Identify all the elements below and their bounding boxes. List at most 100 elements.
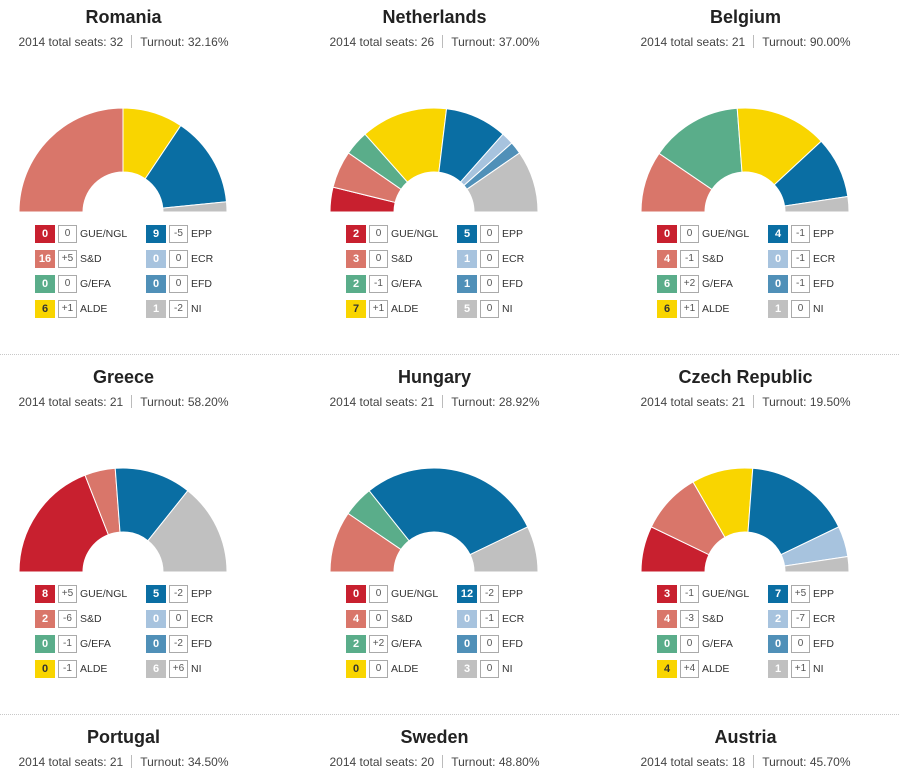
party-name: GUE/NGL bbox=[80, 588, 128, 600]
country-meta: 2014 total seats: 21 Turnout: 28.92% bbox=[311, 395, 558, 409]
seats-value: 7 bbox=[346, 300, 366, 318]
country-title: Netherlands bbox=[382, 7, 487, 27]
seats-value: 5 bbox=[146, 585, 166, 603]
party-name: GUE/NGL bbox=[391, 588, 439, 600]
seat-change-value: -1 bbox=[791, 225, 810, 243]
seat-change-value: +2 bbox=[369, 635, 388, 653]
seat-change-value: 0 bbox=[480, 225, 499, 243]
country-meta: 2014 total seats: 21 Turnout: 19.50% bbox=[622, 395, 869, 409]
country-meta: 2014 total seats: 18 Turnout: 45.70% bbox=[622, 755, 869, 769]
slice-ni[interactable] bbox=[469, 526, 539, 573]
slice-ni[interactable] bbox=[162, 201, 228, 213]
seat-change-value: -1 bbox=[791, 275, 810, 293]
seat-change-value: 0 bbox=[58, 225, 77, 243]
seats-value: 4 bbox=[768, 225, 788, 243]
slice-ni[interactable] bbox=[466, 152, 539, 213]
country-title: Sweden bbox=[400, 727, 469, 747]
country-meta: 2014 total seats: 32 Turnout: 32.16% bbox=[0, 35, 247, 49]
slice-s-d[interactable] bbox=[18, 107, 124, 213]
seats-value: 1 bbox=[146, 300, 166, 318]
seats-value: 0 bbox=[35, 635, 55, 653]
total-seats: 2014 total seats: 21 bbox=[18, 755, 124, 769]
party-name: ALDE bbox=[80, 303, 108, 315]
turnout: Turnout: 32.16% bbox=[140, 35, 229, 49]
seats-value: 0 bbox=[146, 250, 166, 268]
party-name: EFD bbox=[502, 638, 523, 650]
seats-value: 4 bbox=[657, 250, 677, 268]
seats-value: 1 bbox=[457, 275, 477, 293]
seat-change-value: +4 bbox=[680, 660, 699, 678]
meta-separator bbox=[442, 755, 444, 768]
party-name: GUE/NGL bbox=[702, 228, 750, 240]
slice-epp[interactable] bbox=[368, 467, 529, 556]
slice-ni[interactable] bbox=[783, 195, 850, 213]
party-name: EPP bbox=[813, 228, 835, 240]
seats-value: 0 bbox=[657, 225, 677, 243]
seat-change-value: 0 bbox=[791, 635, 810, 653]
party-name: EPP bbox=[502, 588, 524, 600]
seats-value: 6 bbox=[35, 300, 55, 318]
total-seats: 2014 total seats: 32 bbox=[18, 35, 124, 49]
seats-value: 3 bbox=[457, 660, 477, 678]
seat-change-value: 0 bbox=[480, 275, 499, 293]
country-title: Belgium bbox=[709, 7, 781, 27]
seat-change-value: -7 bbox=[791, 610, 810, 628]
party-name: EFD bbox=[813, 638, 834, 650]
total-seats: 2014 total seats: 18 bbox=[640, 755, 746, 769]
seat-change-value: 0 bbox=[480, 660, 499, 678]
party-name: NI bbox=[502, 663, 513, 675]
seat-change-value: -2 bbox=[480, 585, 499, 603]
seats-value: 0 bbox=[346, 585, 366, 603]
seats-value: 2 bbox=[346, 635, 366, 653]
seat-change-value: 0 bbox=[58, 275, 77, 293]
turnout: Turnout: 37.00% bbox=[451, 35, 540, 49]
row-divider bbox=[0, 354, 899, 355]
slice-gue-ngl[interactable] bbox=[18, 474, 110, 573]
slice-ni[interactable] bbox=[147, 489, 228, 573]
seat-change-value: +1 bbox=[680, 300, 699, 318]
country-romania: Romania 2014 total seats: 32 Turnout: 32.1… bbox=[0, 0, 300, 350]
seat-change-value: +2 bbox=[680, 275, 699, 293]
country-hungary: Hungary 2014 total seats: 21 Turnout: 28.9… bbox=[311, 360, 611, 710]
seats-value: 6 bbox=[657, 300, 677, 318]
seat-change-value: 0 bbox=[369, 585, 388, 603]
seat-change-value: +5 bbox=[791, 585, 810, 603]
country-austria: Austria 2014 total seats: 18 Turnout: 45.7… bbox=[622, 720, 899, 783]
seats-value: 6 bbox=[146, 660, 166, 678]
slice-epp[interactable] bbox=[747, 467, 840, 556]
meta-separator bbox=[753, 395, 755, 408]
country-netherlands: Netherlands 2014 total seats: 26 Turnout: … bbox=[311, 0, 611, 350]
party-name: S&D bbox=[702, 253, 724, 265]
total-seats: 2014 total seats: 21 bbox=[329, 395, 435, 409]
seat-change-value: 0 bbox=[791, 300, 810, 318]
seat-change-value: -1 bbox=[680, 585, 699, 603]
country-title: Romania bbox=[85, 7, 162, 27]
seats-value: 0 bbox=[768, 275, 788, 293]
party-name: EPP bbox=[191, 588, 213, 600]
row-divider bbox=[0, 714, 899, 715]
seat-change-value: -1 bbox=[58, 635, 77, 653]
country-portugal: Portugal 2014 total seats: 21 Turnout: 34.… bbox=[0, 720, 300, 783]
seat-chart bbox=[640, 107, 850, 213]
total-seats: 2014 total seats: 21 bbox=[640, 35, 746, 49]
seat-chart bbox=[329, 467, 539, 573]
party-name: GUE/NGL bbox=[80, 228, 128, 240]
seat-change-value: 0 bbox=[369, 225, 388, 243]
seats-value: 6 bbox=[657, 275, 677, 293]
seats-value: 12 bbox=[457, 585, 477, 603]
party-name: NI bbox=[813, 663, 824, 675]
seat-change-value: +1 bbox=[791, 660, 810, 678]
country-greece: Greece 2014 total seats: 21 Turnout: 58.20… bbox=[0, 360, 300, 710]
seat-change-value: -5 bbox=[169, 225, 188, 243]
meta-separator bbox=[131, 35, 133, 48]
party-name: EPP bbox=[191, 228, 213, 240]
slice-ni[interactable] bbox=[783, 555, 850, 573]
party-name: EPP bbox=[813, 588, 835, 600]
seat-change-value: 0 bbox=[169, 250, 188, 268]
seat-change-value: +6 bbox=[169, 660, 188, 678]
total-seats: 2014 total seats: 21 bbox=[18, 395, 124, 409]
seats-value: 1 bbox=[768, 300, 788, 318]
party-name: ALDE bbox=[80, 663, 108, 675]
seats-value: 2 bbox=[346, 225, 366, 243]
seat-change-value: +5 bbox=[58, 250, 77, 268]
